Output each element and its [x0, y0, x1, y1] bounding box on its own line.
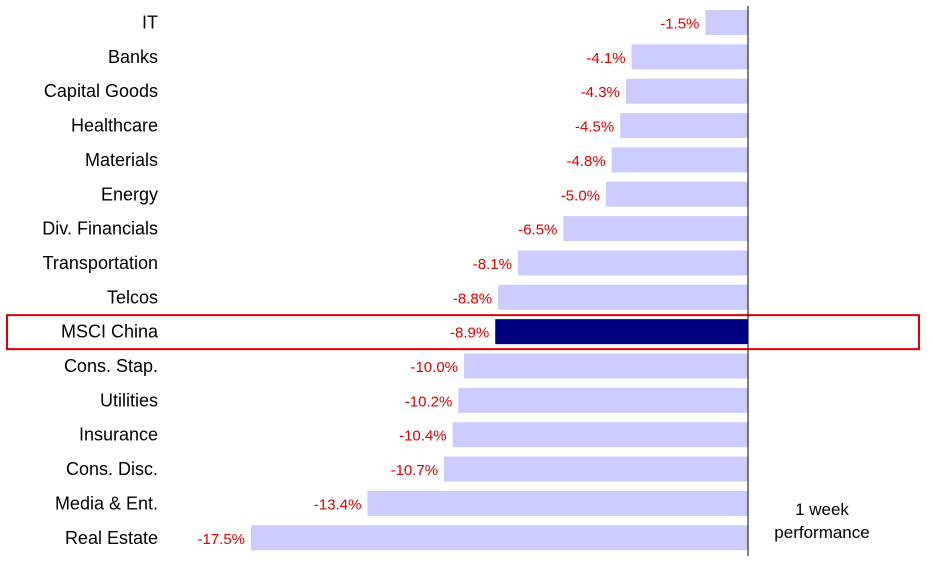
value-label-msci-china: -8.9%	[450, 325, 489, 342]
bar-insurance	[452, 422, 748, 448]
value-label-insurance: -10.4%	[399, 428, 447, 445]
bar-healthcare	[620, 113, 748, 139]
bar-cons-stap	[464, 353, 748, 379]
category-label-banks: Banks	[108, 47, 158, 67]
value-label-healthcare: -4.5%	[575, 119, 614, 136]
bar-capital-goods	[625, 78, 748, 104]
value-label-it: -1.5%	[660, 16, 699, 33]
value-label-utilities: -10.2%	[405, 393, 453, 410]
category-label-insurance: Insurance	[79, 425, 158, 445]
annotation-line-1: 1 week	[795, 500, 849, 519]
category-label-cons-disc: Cons. Disc.	[66, 459, 158, 479]
bar-transportation	[517, 250, 748, 276]
category-label-healthcare: Healthcare	[71, 116, 158, 136]
value-label-energy: -5.0%	[561, 187, 600, 204]
bar-msci-china	[495, 319, 748, 345]
value-label-media-and-ent: -13.4%	[314, 496, 362, 513]
value-label-banks: -4.1%	[586, 50, 625, 67]
category-label-media-and-ent: Media & Ent.	[55, 493, 158, 513]
category-label-cons-stap: Cons. Stap.	[64, 356, 158, 376]
category-label-msci-china: MSCI China	[61, 322, 159, 342]
bar-media-and-ent	[367, 490, 748, 516]
bar-utilities	[458, 387, 748, 413]
bar-materials	[611, 147, 748, 173]
value-label-real-estate: -17.5%	[197, 531, 245, 548]
highlight-box	[6, 314, 920, 351]
bar-telcos	[498, 284, 748, 310]
bar-real-estate	[251, 525, 748, 551]
bar-banks	[631, 44, 748, 70]
annotation-line-2: performance	[774, 523, 869, 542]
bar-cons-disc	[444, 456, 748, 482]
value-label-materials: -4.8%	[566, 153, 605, 170]
value-label-telcos: -8.8%	[453, 290, 492, 307]
category-label-real-estate: Real Estate	[65, 528, 158, 548]
bar-div-financials	[563, 216, 748, 242]
category-label-telcos: Telcos	[107, 287, 158, 307]
category-label-utilities: Utilities	[100, 390, 158, 410]
category-label-capital-goods: Capital Goods	[44, 81, 158, 101]
value-label-transportation: -8.1%	[473, 256, 512, 273]
category-label-energy: Energy	[101, 184, 158, 204]
value-label-capital-goods: -4.3%	[581, 84, 620, 101]
category-label-materials: Materials	[85, 150, 158, 170]
bar-energy	[606, 181, 748, 207]
value-label-cons-disc: -10.7%	[391, 462, 439, 479]
category-label-transportation: Transportation	[43, 253, 158, 273]
value-label-cons-stap: -10.0%	[410, 359, 458, 376]
category-label-it: IT	[142, 13, 158, 33]
category-label-div-financials: Div. Financials	[42, 219, 158, 239]
bar-it	[705, 10, 748, 35]
value-label-div-financials: -6.5%	[518, 222, 557, 239]
